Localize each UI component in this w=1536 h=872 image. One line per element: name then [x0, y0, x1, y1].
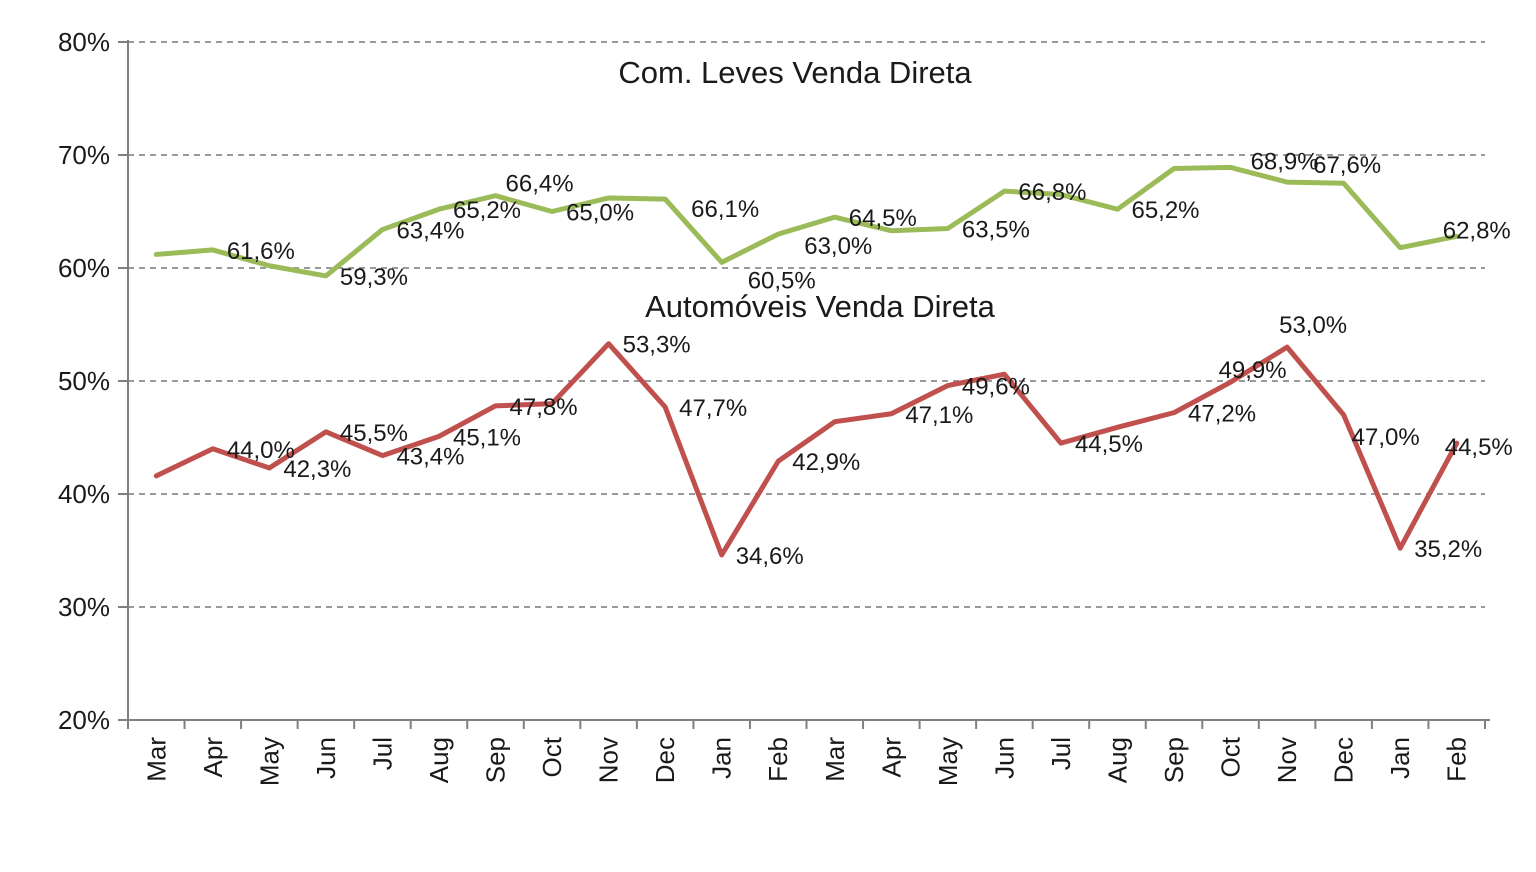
x-axis-label: Sep — [481, 737, 511, 783]
data-label: 65,2% — [453, 197, 521, 224]
data-label: 64,5% — [849, 205, 917, 232]
x-axis-label: Jan — [1385, 737, 1415, 779]
data-label: 65,2% — [1131, 197, 1199, 224]
data-label: 63,4% — [396, 218, 464, 245]
y-axis-label: 70% — [58, 140, 110, 170]
data-label: 42,3% — [283, 456, 351, 483]
x-axis-label: Jun — [989, 737, 1019, 779]
data-label: 68,9% — [1251, 148, 1319, 175]
data-label: 45,1% — [453, 424, 521, 451]
data-label: 47,0% — [1352, 424, 1420, 451]
x-axis-label: Sep — [1159, 737, 1189, 783]
data-label: 53,3% — [623, 332, 691, 359]
data-label: 47,8% — [510, 394, 578, 421]
series-line-com-leves — [153, 164, 1460, 279]
y-axis-label: 30% — [58, 592, 110, 622]
x-axis-label: Dec — [1329, 737, 1359, 783]
data-label: 59,3% — [340, 264, 408, 291]
x-axis-label: Feb — [1442, 737, 1472, 782]
data-label: 34,6% — [736, 543, 804, 570]
x-axis-label: Jul — [1046, 737, 1076, 770]
data-label: 61,6% — [227, 238, 295, 265]
series-line-automoveis — [153, 341, 1460, 558]
x-axis-label: Jul — [367, 737, 397, 770]
data-label: 65,0% — [566, 200, 634, 227]
data-label: 35,2% — [1414, 536, 1482, 563]
data-label: 53,0% — [1279, 312, 1347, 339]
x-axis-label: May — [254, 737, 284, 786]
x-axis-label: Nov — [1272, 737, 1302, 783]
data-label: 66,1% — [691, 196, 759, 223]
data-label: 49,6% — [962, 374, 1030, 401]
x-axis-label: Aug — [1102, 737, 1132, 783]
x-axis-label: Nov — [594, 737, 624, 783]
x-axis-label: Jun — [311, 737, 341, 779]
data-label: 47,7% — [679, 395, 747, 422]
y-axis-label: 80% — [58, 27, 110, 57]
data-label: 42,9% — [792, 449, 860, 476]
x-axis-label: Feb — [763, 737, 793, 782]
x-axis-label: Oct — [1216, 736, 1246, 777]
data-label: 43,4% — [396, 444, 464, 471]
series-title-com-leves: Com. Leves Venda Direta — [618, 55, 972, 90]
data-label: 67,6% — [1313, 152, 1381, 179]
data-label: 47,1% — [905, 402, 973, 429]
data-label: 47,2% — [1188, 401, 1256, 428]
data-label: 44,0% — [227, 437, 295, 464]
x-axis-label: May — [933, 737, 963, 786]
y-axis-label: 20% — [58, 705, 110, 735]
data-label: 45,5% — [340, 420, 408, 447]
data-label: 62,8% — [1443, 217, 1511, 244]
data-label: 49,9% — [1219, 357, 1287, 384]
series-title-automoveis: Automóveis Venda Direta — [645, 289, 996, 324]
x-axis-label: Jan — [707, 737, 737, 779]
x-axis-label: Aug — [424, 737, 454, 783]
y-axis-label: 40% — [58, 479, 110, 509]
data-label: 66,4% — [506, 171, 574, 198]
x-axis-label: Apr — [198, 737, 228, 778]
y-axis-label: 50% — [58, 366, 110, 396]
data-label: 44,5% — [1445, 434, 1513, 461]
data-label: 60,5% — [748, 267, 816, 294]
y-axis-label: 60% — [58, 253, 110, 283]
x-axis-label: Apr — [876, 737, 906, 778]
data-label: 44,5% — [1075, 431, 1143, 458]
x-axis-label: Mar — [820, 737, 850, 782]
data-label: 63,0% — [804, 233, 872, 260]
data-label: 66,8% — [1018, 179, 1086, 206]
x-axis-label: Oct — [537, 736, 567, 777]
x-axis-label: Dec — [650, 737, 680, 783]
data-label: 63,5% — [962, 216, 1030, 243]
x-axis-label: Mar — [141, 737, 171, 782]
